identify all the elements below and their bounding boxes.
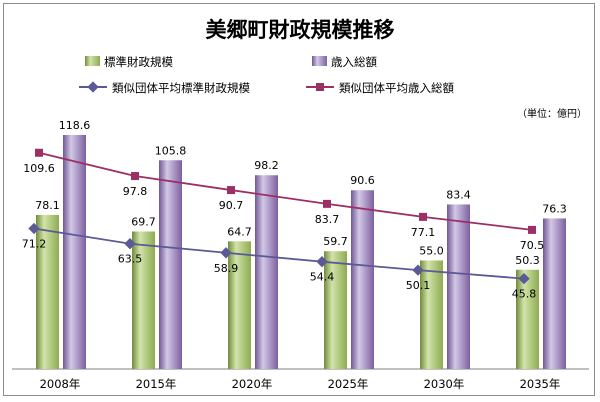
line-label-similar-standard-1: 63.5 — [118, 253, 143, 266]
line-point-similar-standard-5 — [518, 272, 530, 285]
chart-frame: 美郷町財政規模推移 標準財政規模 歳入総額 類似団体平均標準財政規模 類似団体平… — [3, 3, 595, 396]
line-point-similar-standard-4 — [412, 264, 424, 276]
bar-label-standard-3: 59.7 — [323, 235, 348, 248]
bar-revenue-2 — [255, 175, 278, 369]
x-tick-label-1: 2015年 — [136, 377, 177, 391]
line-point-similar-revenue-5 — [528, 225, 536, 234]
bar-revenue-3 — [351, 190, 374, 369]
legend-label-standard-scale: 標準財政規模 — [104, 55, 173, 69]
line-point-similar-revenue-1 — [131, 172, 139, 181]
bar-label-revenue-4: 83.4 — [446, 188, 471, 201]
bar-label-revenue-0: 118.6 — [59, 119, 91, 132]
bar-standard-5 — [516, 269, 539, 369]
bar-label-standard-0: 78.1 — [35, 199, 60, 212]
line-label-similar-revenue-2: 90.7 — [219, 199, 244, 212]
line-similar-standard — [33, 227, 525, 280]
legend-swatch-standard-scale — [85, 56, 100, 66]
bar-label-standard-4: 55.0 — [419, 244, 444, 257]
legend-swatch-total-revenue — [312, 56, 327, 66]
line-point-similar-standard-2 — [220, 247, 232, 259]
bar-revenue-5 — [543, 218, 566, 369]
bar-standard-2 — [228, 241, 251, 369]
bar-revenue-0 — [63, 135, 86, 369]
line-label-similar-revenue-1: 97.8 — [123, 185, 148, 198]
bar-label-revenue-3: 90.6 — [350, 174, 375, 187]
bar-revenue-4 — [447, 204, 470, 369]
unit-note: （単位：億円） — [517, 107, 587, 120]
line-label-similar-revenue-5: 70.5 — [520, 239, 545, 252]
line-label-similar-standard-0: 71.2 — [22, 238, 47, 251]
x-tick-label-5: 2035年 — [520, 377, 561, 391]
bar-label-standard-2: 64.7 — [227, 225, 252, 238]
line-point-similar-revenue-4 — [419, 212, 427, 221]
line-label-similar-standard-3: 54.4 — [310, 271, 335, 284]
bar-revenue-1 — [159, 160, 182, 369]
line-point-similar-revenue-2 — [227, 186, 235, 195]
line-label-similar-standard-4: 50.1 — [406, 279, 431, 292]
chart-svg: 美郷町財政規模推移 標準財政規模 歳入総額 類似団体平均標準財政規模 類似団体平… — [12, 18, 589, 391]
legend-label-total-revenue: 歳入総額 — [331, 55, 377, 69]
bar-label-revenue-1: 105.8 — [155, 144, 187, 157]
legend-label-similar-standard: 類似団体平均標準財政規模 — [112, 81, 250, 95]
legend-label-similar-revenue: 類似団体平均歳入総額 — [339, 81, 454, 95]
line-similar-revenue — [38, 151, 533, 231]
line-point-similar-revenue-3 — [323, 199, 331, 208]
x-tick-label-0: 2008年 — [40, 377, 81, 391]
bar-standard-0 — [36, 214, 59, 369]
line-label-similar-standard-5: 45.8 — [512, 288, 537, 301]
line-label-similar-revenue-4: 77.1 — [411, 226, 436, 239]
legend-marker-similar-revenue — [316, 83, 324, 91]
bar-standard-4 — [420, 260, 443, 369]
x-tick-label-4: 2030年 — [424, 377, 465, 391]
bar-label-standard-1: 69.7 — [131, 215, 156, 228]
bar-standard-1 — [132, 231, 155, 369]
line-point-similar-standard-3 — [316, 256, 328, 268]
bar-label-revenue-5: 76.3 — [542, 202, 567, 215]
x-tick-label-3: 2025年 — [328, 377, 369, 391]
bar-label-revenue-2: 98.2 — [254, 159, 279, 172]
bar-label-standard-5: 50.3 — [515, 254, 540, 267]
chart-title: 美郷町財政規模推移 — [206, 18, 395, 42]
line-label-similar-revenue-3: 83.7 — [315, 213, 340, 226]
bar-standard-3 — [324, 251, 347, 369]
legend: 標準財政規模 歳入総額 類似団体平均標準財政規模 類似団体平均歳入総額 — [79, 55, 454, 95]
x-tick-label-2: 2020年 — [232, 377, 273, 391]
line-point-similar-revenue-0 — [35, 148, 43, 157]
chart-marks: 78.1 118.6 2008年 69.7 105.8 2015年 64.7 98.2 2020… — [22, 119, 567, 391]
line-label-similar-standard-2: 58.9 — [214, 262, 239, 275]
line-label-similar-revenue-0: 109.6 — [23, 162, 55, 175]
legend-marker-similar-standard — [87, 81, 99, 93]
